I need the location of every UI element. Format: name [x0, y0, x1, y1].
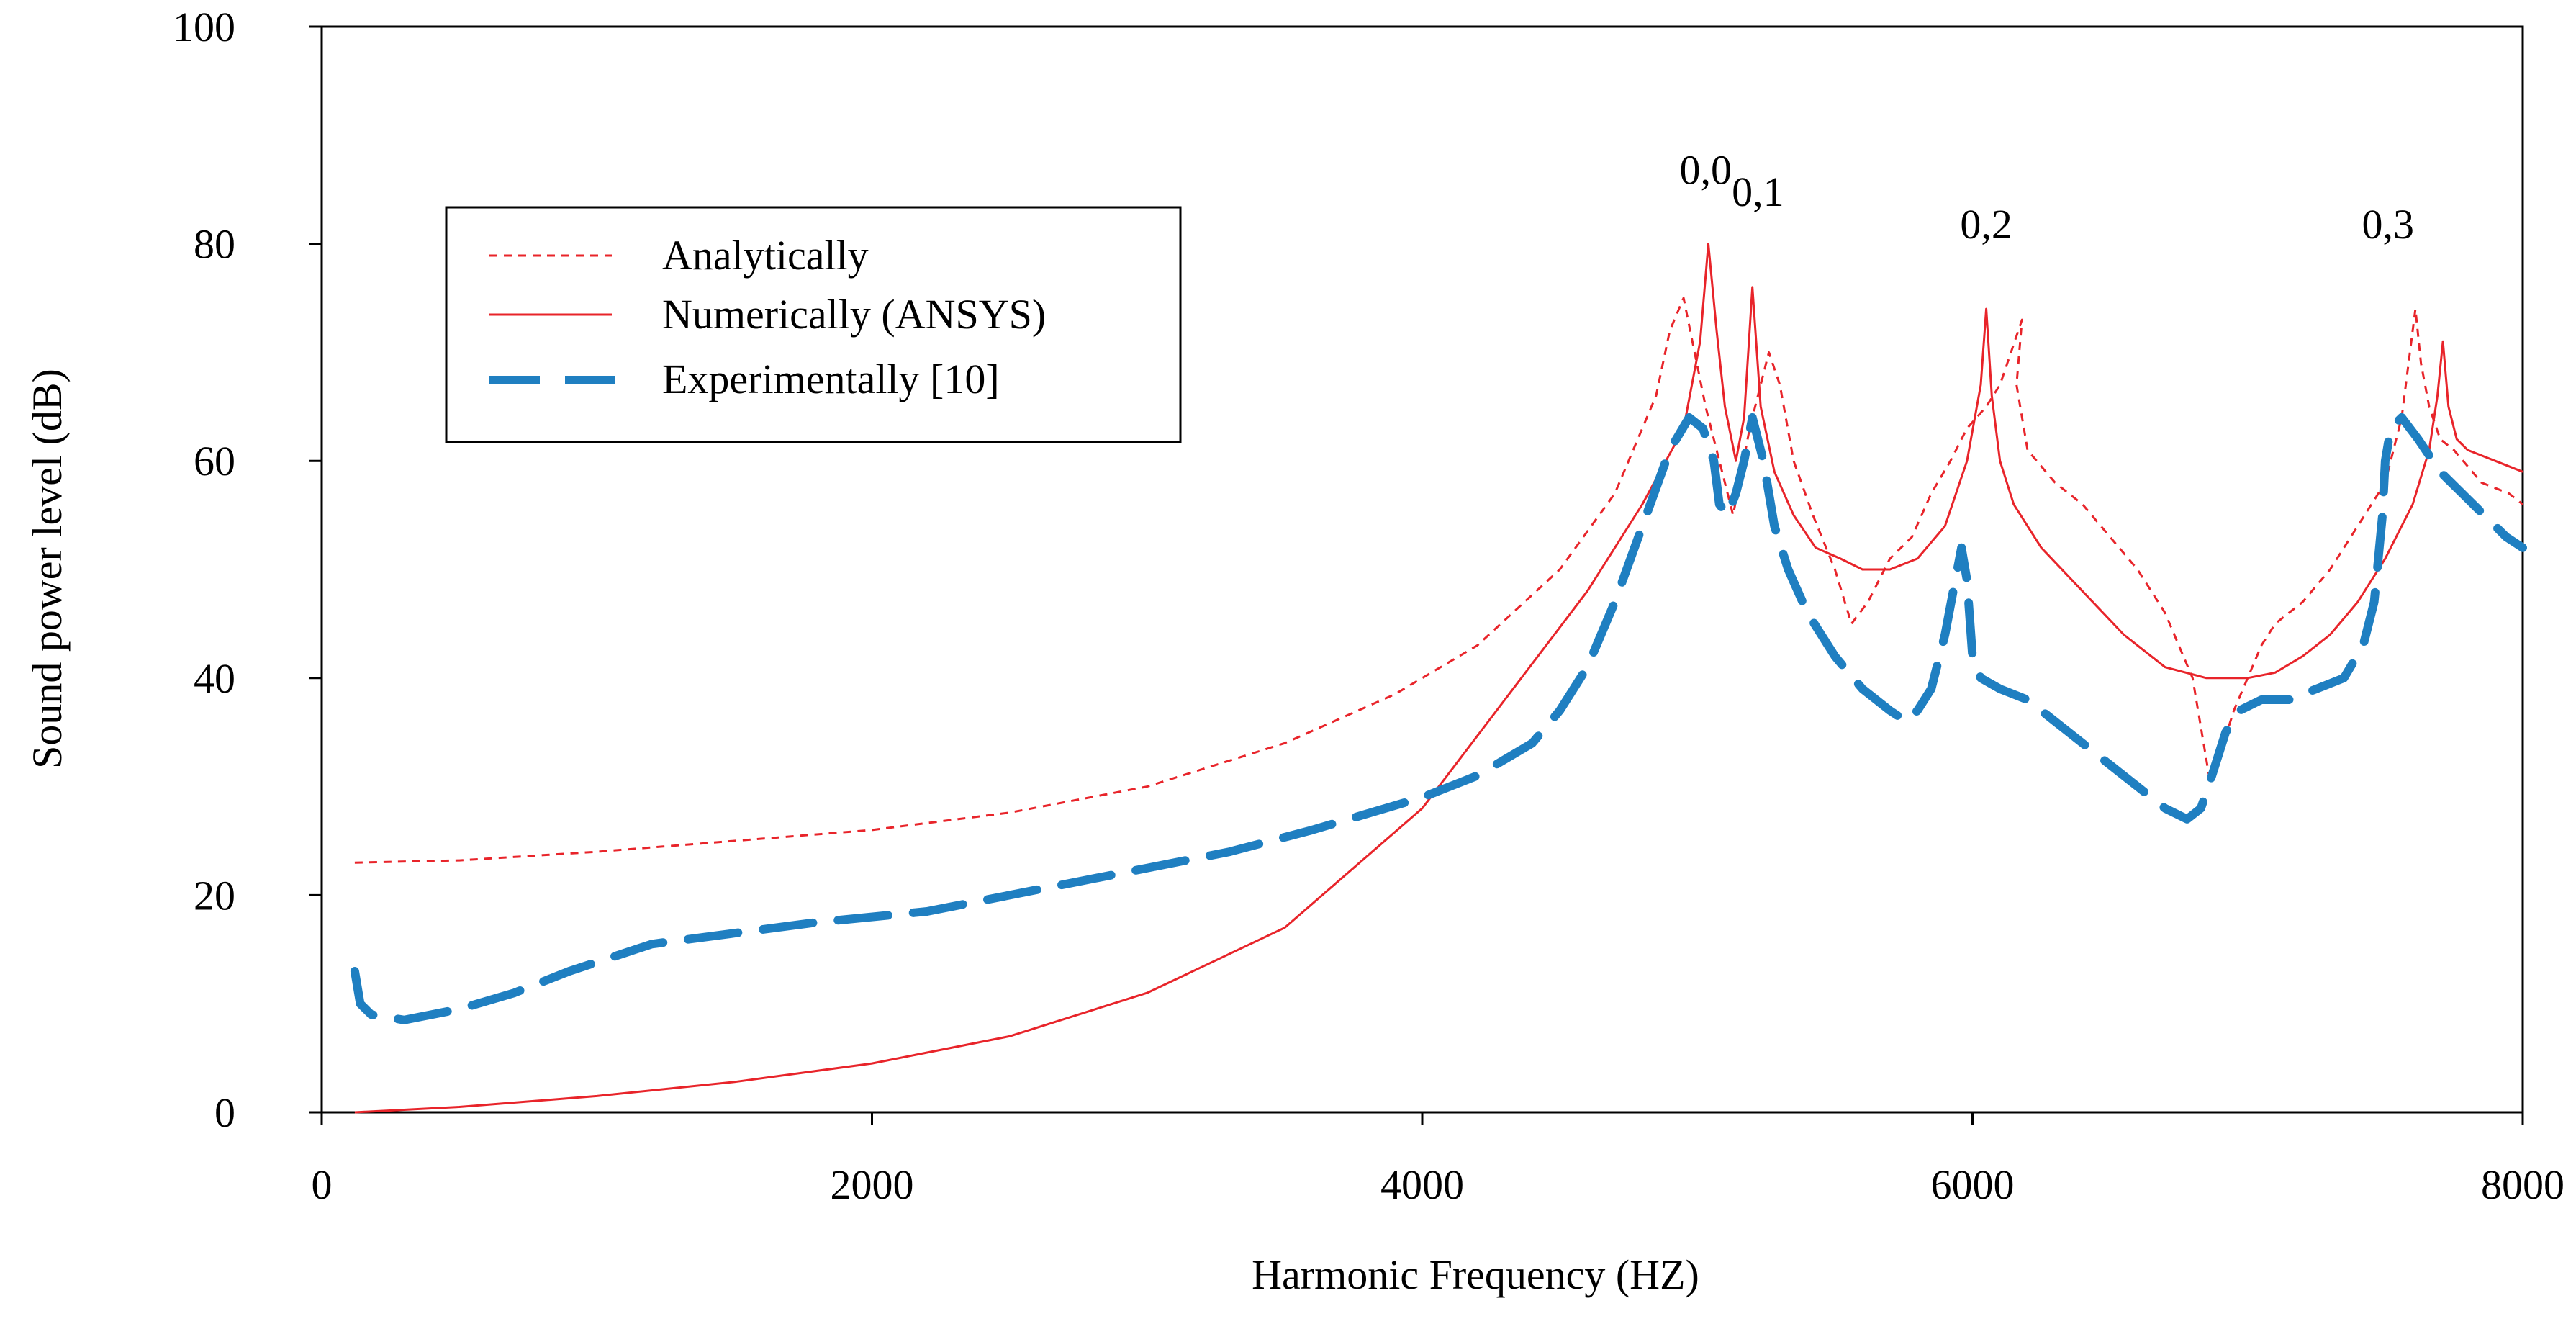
peak-annotation: 0,1	[1732, 168, 1784, 215]
series-line-2	[354, 243, 2523, 1114]
legend: Analytically Numerically (ANSYS) Experim…	[445, 206, 1182, 443]
y-tick-label: 100	[173, 4, 235, 50]
legend-label-numerically: Numerically (ANSYS)	[662, 291, 1046, 338]
y-tick-label: 0	[214, 1089, 235, 1136]
x-axis-ticks: 0 2000 4000 6000 8000	[312, 1112, 2564, 1208]
peak-annotation: 0,0	[1679, 147, 1732, 194]
y-tick-label: 60	[194, 438, 235, 485]
x-tick-label: 4000	[1380, 1161, 1464, 1208]
y-tick-label: 20	[194, 872, 235, 919]
series-layer	[350, 243, 2527, 1114]
series-line-1	[354, 297, 2523, 864]
x-axis-label: Harmonic Frequency (HZ)	[1252, 1251, 1699, 1298]
legend-label-analytically: Analytically	[662, 232, 869, 279]
peak-annotation: 0,2	[1960, 201, 2012, 248]
x-tick-label: 0	[312, 1161, 333, 1208]
y-tick-label: 40	[194, 655, 235, 702]
legend-label-experimentally: Experimentally [10]	[662, 356, 1000, 402]
x-tick-label: 6000	[1931, 1161, 2015, 1208]
x-tick-label: 8000	[2481, 1161, 2564, 1208]
legend-box	[445, 206, 1182, 443]
peak-annotations: 0,0 0,1 0,2 0,3	[1679, 147, 2413, 248]
peak-annotation: 0,3	[2362, 201, 2414, 248]
x-tick-label: 2000	[831, 1161, 914, 1208]
y-axis-label: Sound power level (dB)	[24, 369, 71, 769]
y-axis-ticks: 0 20 40 60 80 100	[173, 4, 322, 1136]
plot-area	[320, 25, 2524, 1114]
y-tick-label: 80	[194, 221, 235, 268]
series-line-3	[350, 413, 2527, 1024]
